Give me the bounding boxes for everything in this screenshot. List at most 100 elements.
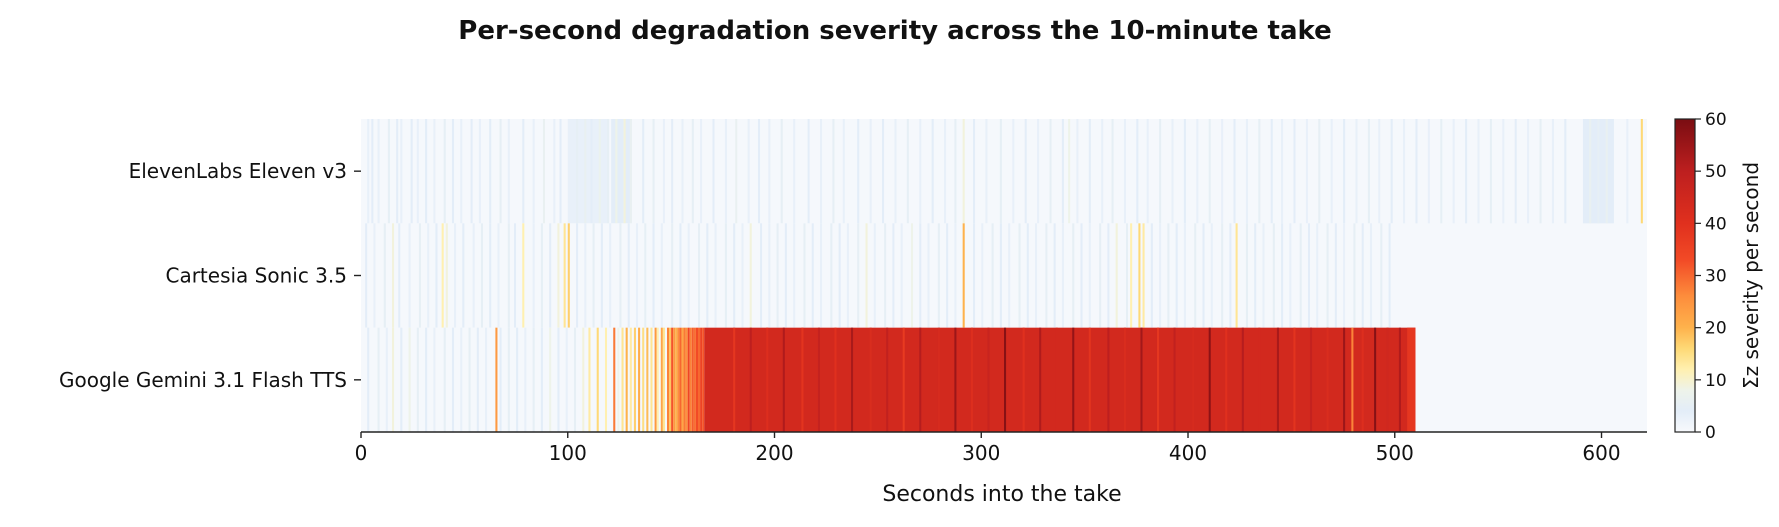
heatmap-row [361, 119, 1647, 224]
heatmap-cell [1527, 119, 1530, 224]
heatmap-cell [1465, 119, 1468, 224]
x-tick-label: 500 [1376, 441, 1414, 465]
heatmap-cell [1202, 223, 1205, 328]
heatmap-cell [1281, 223, 1284, 328]
heatmap-cell [1225, 327, 1228, 432]
heatmap-cell [693, 327, 696, 432]
heatmap-cell [677, 327, 680, 432]
heatmap-cell [592, 223, 595, 328]
heatmap-cell [1289, 223, 1292, 328]
heatmap-cell [735, 119, 738, 224]
heatmap-row [361, 327, 1416, 432]
heatmap-cell [671, 119, 674, 224]
heatmap-cell [532, 223, 535, 328]
heatmap-cell [598, 119, 601, 224]
colorbar-tick-label: 50 [1705, 162, 1727, 182]
heatmap-cell [532, 327, 535, 432]
chart-title: Per-second degradation severity across t… [458, 16, 1331, 46]
heatmap-cell [1378, 119, 1381, 224]
heatmap-cell [1258, 119, 1261, 224]
heatmap-cell [1452, 119, 1455, 224]
heatmap-cell [425, 119, 428, 224]
heatmap-cell [1049, 119, 1052, 224]
heatmap-cell [970, 327, 973, 432]
heatmap-cell [1008, 223, 1011, 328]
heatmap-cell [642, 327, 645, 432]
heatmap-cell [1088, 223, 1091, 328]
heatmap-cell [660, 327, 663, 432]
heatmap-cell [662, 119, 665, 224]
heatmap-cell [652, 223, 655, 328]
heatmap-cell [1173, 327, 1176, 432]
heatmap-cell [367, 119, 370, 224]
heatmap-cell [673, 327, 676, 432]
heatmap-cell [1398, 327, 1401, 432]
heatmap-cell [1183, 119, 1186, 224]
heatmap-cell [954, 223, 957, 328]
heatmap-cell [582, 327, 585, 432]
heatmap-cell [1061, 223, 1064, 328]
heatmap-row [361, 223, 1397, 328]
heatmap-cell [733, 223, 736, 328]
heatmap-cell [1380, 223, 1383, 328]
heatmap-cell [1142, 223, 1145, 328]
heatmap-cell [1367, 119, 1370, 224]
heatmap-cell [1159, 119, 1162, 224]
heatmap-cell [433, 119, 436, 224]
heatmap-cell [1208, 119, 1211, 224]
heatmap-cell [1235, 223, 1238, 328]
heatmap-cell [654, 327, 657, 432]
heatmap-cell [944, 119, 947, 224]
heatmap-cell [906, 119, 909, 224]
heatmap-cell [1024, 119, 1027, 224]
heatmap-cell [1035, 223, 1038, 328]
x-tick-label: 400 [1169, 441, 1207, 465]
heatmap-cell [706, 223, 709, 328]
heatmap-cell [1159, 223, 1162, 328]
row-base [361, 223, 1397, 328]
heatmap-cell [741, 223, 744, 328]
heatmap-cell [489, 223, 492, 328]
heatmap-cell [1361, 223, 1364, 328]
heatmap-cell [1640, 119, 1643, 224]
heatmap-cell [542, 119, 546, 224]
heatmap-cell [1018, 223, 1021, 328]
heatmap-cell [1502, 119, 1505, 224]
heatmap-cell [702, 327, 705, 432]
heatmap-cell [1351, 327, 1354, 432]
heatmap-cell [565, 327, 568, 432]
heatmap-cell [385, 327, 388, 432]
heatmap-cell [1489, 119, 1492, 224]
heatmap-cell [919, 223, 922, 328]
heatmap-cell [1355, 119, 1358, 224]
heatmap-cell [600, 223, 603, 328]
heatmap-cell [1039, 327, 1042, 432]
heatmap-cell [1415, 119, 1418, 224]
heatmap-cell [1221, 119, 1224, 224]
heatmap-cell [1123, 119, 1126, 224]
heatmap-cell [1564, 119, 1567, 224]
heatmap-cell [681, 327, 684, 432]
heatmap-cell [991, 223, 994, 328]
heatmap-cell [793, 223, 796, 328]
colorbar-tick-label: 40 [1705, 214, 1727, 234]
heatmap-cell [629, 327, 632, 432]
heatmap-cell [662, 327, 665, 432]
heatmap-cell [1138, 223, 1141, 328]
heatmap-cell [425, 327, 428, 432]
heatmap-cell [1605, 119, 1608, 224]
heatmap-cell [416, 327, 419, 432]
heatmap-cell [433, 327, 436, 432]
heatmap-cell [1241, 327, 1244, 432]
heatmap-cell [373, 223, 376, 328]
heatmap-cell [1004, 327, 1007, 432]
heatmap-cell [1440, 119, 1443, 224]
heatmap-cell [698, 223, 701, 328]
heatmap-cell [644, 223, 647, 328]
heatmap-cell [1012, 119, 1015, 224]
heatmap-cell [999, 119, 1002, 224]
heatmap-cell [1192, 327, 1195, 432]
heatmap-cell [476, 327, 479, 432]
heatmap-cell [1140, 327, 1143, 432]
heatmap-cell [683, 327, 686, 432]
